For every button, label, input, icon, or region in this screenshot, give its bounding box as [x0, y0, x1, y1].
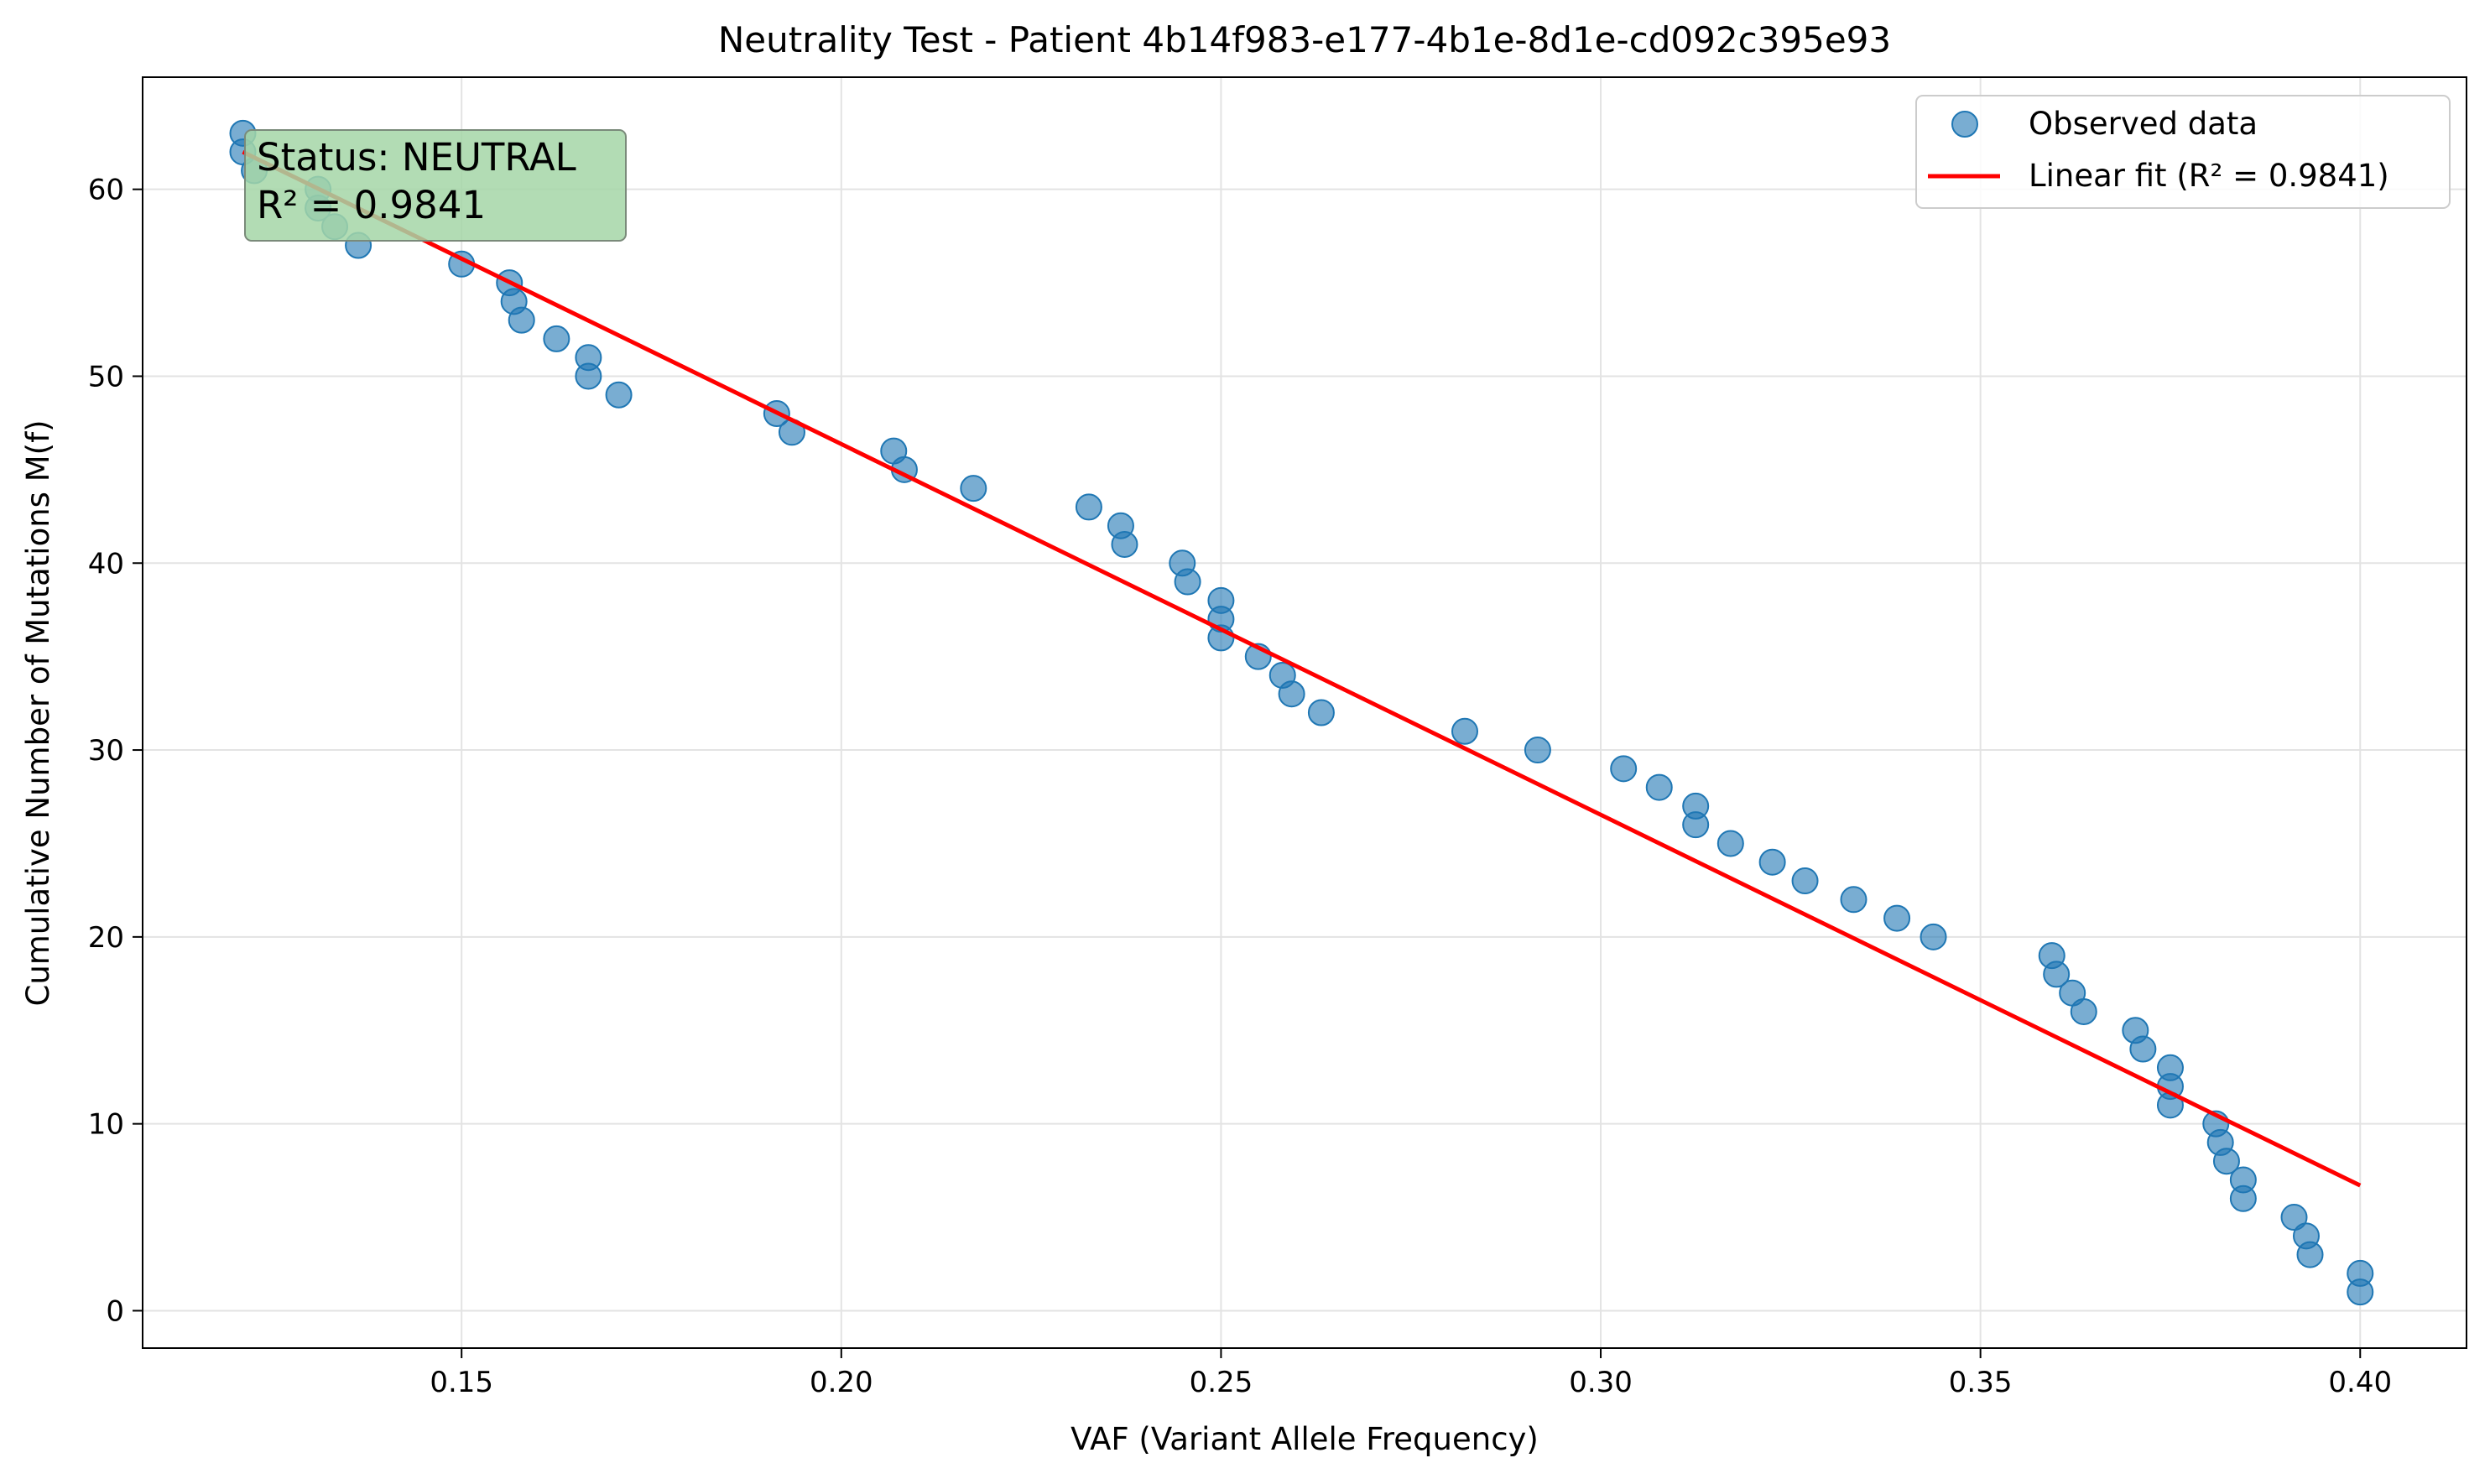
data-point: [1645, 773, 1673, 801]
linear-fit-line: [242, 149, 2362, 1188]
plot-frame: [142, 76, 2467, 1349]
legend-label-fit: Linear fit (R² = 0.9841): [2029, 158, 2389, 194]
x-tick-label: 0.40: [2328, 1366, 2392, 1399]
data-point: [1920, 923, 1947, 950]
data-point: [575, 362, 602, 390]
y-tick-label: 50: [88, 360, 124, 393]
chart-title: Neutrality Test - Patient 4b14f983-e177-…: [718, 19, 1891, 60]
data-point: [605, 381, 633, 409]
legend-label-observed: Observed data: [2029, 106, 2258, 142]
data-point: [1610, 755, 1638, 783]
x-tick-label: 0.30: [1569, 1366, 1633, 1399]
data-point: [1278, 680, 1305, 708]
x-tick-label: 0.15: [430, 1366, 493, 1399]
y-tick-label: 40: [88, 547, 124, 581]
data-point: [543, 325, 570, 352]
y-axis-label: Cumulative Number of Mutations M(f): [20, 419, 56, 1006]
y-tick-label: 30: [88, 734, 124, 768]
status-box: [244, 129, 627, 242]
data-point: [1840, 886, 1868, 914]
ticks-layer: 0.15 0.20 0.25 0.30 0.35 0.40 0 10 20 30 40 50 60: [88, 174, 2392, 1399]
data-point: [1682, 811, 1710, 839]
y-tick-label: 10: [88, 1108, 124, 1142]
data-point: [2129, 1035, 2157, 1063]
x-axis-label: VAF (Variant Allele Frequency): [1070, 1421, 1539, 1457]
data-point: [1111, 530, 1138, 558]
r-squared-label: R² = 0.9841: [257, 183, 486, 227]
data-point: [1758, 848, 1786, 876]
legend-box: [1915, 95, 2451, 209]
data-point: [2296, 1241, 2324, 1268]
data-point: [1524, 737, 1551, 764]
data-point: [1883, 904, 1911, 932]
data-point: [2229, 1185, 2257, 1212]
x-tick-label: 0.20: [810, 1366, 873, 1399]
y-tick-label: 20: [88, 921, 124, 955]
data-point: [2043, 961, 2071, 988]
legend: Observed data Linear fit (R² = 0.9841): [1915, 95, 2451, 209]
data-point: [508, 306, 535, 334]
data-point: [1716, 830, 1744, 857]
data-point: [1307, 699, 1335, 726]
data-point: [2212, 1148, 2240, 1175]
x-tick-label: 0.35: [1949, 1366, 2013, 1399]
data-point: [1791, 867, 1819, 895]
y-tick-label: 60: [88, 174, 124, 207]
data-point: [2070, 997, 2097, 1025]
data-point: [960, 475, 987, 502]
data-point: [2347, 1278, 2374, 1306]
status-annotation: Status: NEUTRAL R² = 0.9841: [244, 129, 627, 242]
legend-marker-observed: [1951, 111, 1978, 138]
data-point: [1451, 717, 1479, 745]
data-point: [1075, 493, 1102, 521]
status-label: Status: NEUTRAL: [257, 135, 576, 180]
data-point: [1174, 568, 1201, 596]
x-tick-label: 0.25: [1190, 1366, 1253, 1399]
y-tick-label: 0: [106, 1294, 124, 1328]
grid-layer: [143, 77, 2467, 1348]
data-point: [2280, 1204, 2308, 1231]
